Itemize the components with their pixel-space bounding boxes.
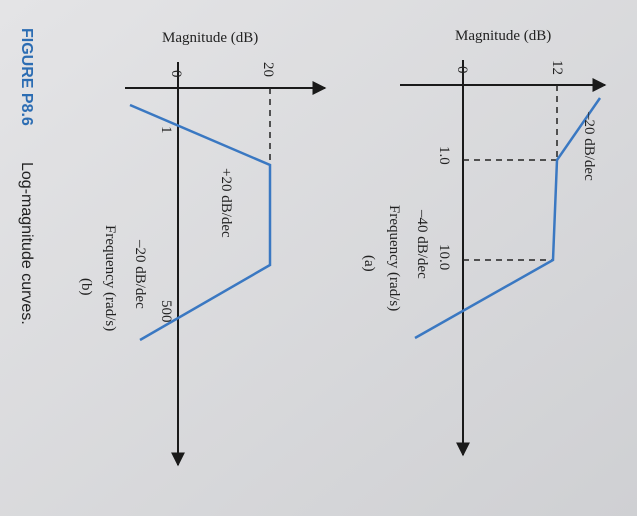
slope-label: +20 dB/dec <box>218 168 234 238</box>
y-tick-label: 0 <box>454 66 470 74</box>
plot-tag: (a) <box>361 255 377 272</box>
y-tick-label: 12 <box>549 60 565 75</box>
x-tick-label: 10.0 <box>436 244 452 270</box>
x-label: Frequency (rad/s) <box>102 225 118 331</box>
y-label: Magnitude (dB) <box>162 30 258 46</box>
y-label: Magnitude (dB) <box>455 28 551 44</box>
y-tick-label: 0 <box>168 70 184 78</box>
plot-a: Magnitude (dB) 0 12 1.0 10.0 –20 dB/dec … <box>361 28 607 457</box>
plot-b: Magnitude (dB) 0 20 1 500 +20 dB/dec –20… <box>78 30 327 467</box>
slope-label: –40 dB/dec <box>414 209 430 279</box>
slope-label: –20 dB/dec <box>132 239 148 309</box>
caption-label: FIGURE P8.6 <box>18 28 35 126</box>
x-tick-label: 500 <box>158 300 174 323</box>
asymptote-curve <box>129 103 272 342</box>
plot-tag: (b) <box>78 278 94 296</box>
x-label: Frequency (rad/s) <box>386 205 402 311</box>
caption-text: Log-magnitude curves. <box>18 162 35 325</box>
x-tick-label: 1.0 <box>436 146 452 165</box>
x-tick-label: 1 <box>158 126 174 134</box>
y-tick-label: 20 <box>260 62 276 77</box>
slope-label: –20 dB/dec <box>581 111 597 181</box>
asymptote-curve <box>414 97 602 340</box>
